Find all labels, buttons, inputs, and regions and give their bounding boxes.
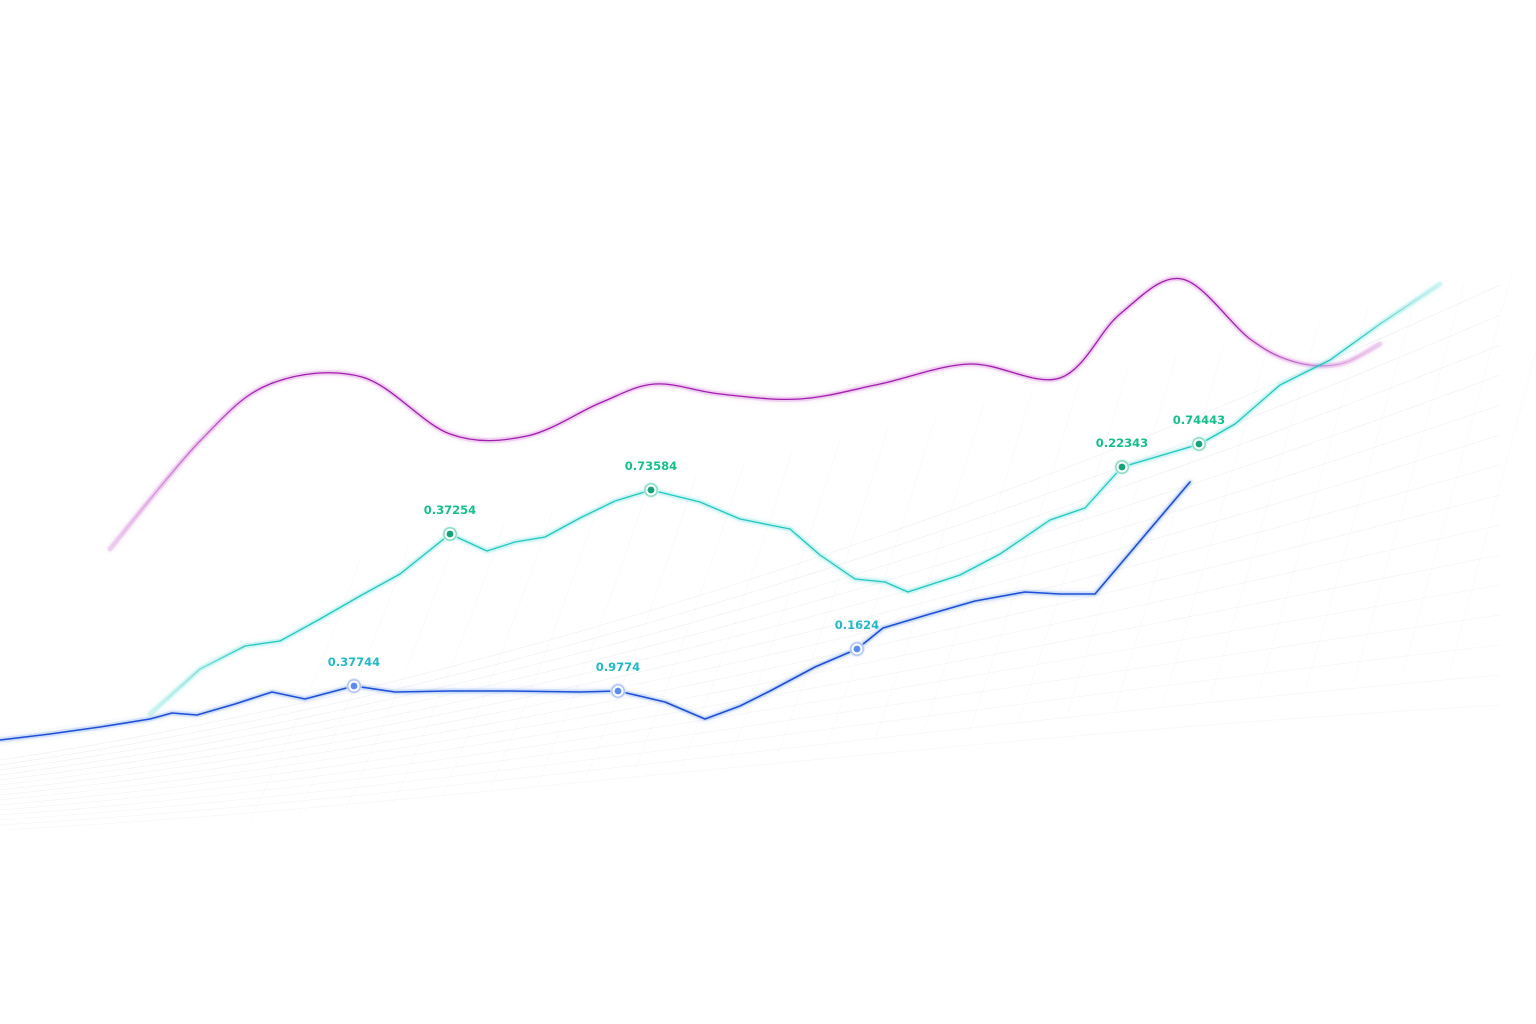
- series-layer: [0, 276, 1443, 743]
- mesh-line: [1209, 319, 1321, 701]
- mesh-line: [1161, 331, 1273, 707]
- blue-data-label: 0.37744: [328, 655, 380, 669]
- blue-data-point[interactable]: [853, 645, 861, 653]
- blue-data-label: 0.1624: [835, 618, 879, 632]
- teal-data-point[interactable]: [1195, 440, 1203, 448]
- mesh-line: [0, 704, 1501, 831]
- mesh-line: [777, 427, 889, 755]
- mesh-line: [0, 494, 1501, 796]
- mesh-line: [0, 374, 1501, 776]
- teal-data-label: 0.22343: [1096, 436, 1148, 450]
- mesh-line: [1353, 283, 1465, 683]
- blue-data-point[interactable]: [350, 682, 358, 690]
- mesh-line: [0, 314, 1501, 766]
- marker-layer: 0.37254 0.73584 0.22343 0.74443 0.37744 0.977…: [328, 413, 1225, 699]
- mesh-line: [1401, 271, 1513, 677]
- mesh-line: [0, 554, 1501, 806]
- mesh-line: [393, 523, 505, 803]
- mesh-line: [1305, 295, 1417, 689]
- mesh-line: [0, 674, 1501, 826]
- mesh-line: [873, 403, 985, 743]
- background-mesh-surface: [0, 271, 1536, 831]
- mesh-line: [249, 559, 361, 821]
- mesh-line: [537, 487, 649, 785]
- blue-data-point[interactable]: [614, 687, 622, 695]
- mesh-line: [1113, 343, 1225, 713]
- teal-data-label: 0.73584: [625, 459, 677, 473]
- magenta-series-line: [109, 277, 1381, 550]
- blue-series-line: [0, 481, 1191, 741]
- mesh-line: [0, 584, 1501, 811]
- mesh-line: [729, 439, 841, 761]
- blue-series-glow: [0, 479, 1193, 743]
- teal-data-point[interactable]: [647, 486, 655, 494]
- mesh-line: [0, 524, 1501, 801]
- mesh-line: [489, 499, 601, 791]
- mesh-line: [0, 404, 1501, 781]
- mesh-line: [0, 284, 1501, 761]
- mesh-line: [0, 614, 1501, 816]
- teal-series-line: [149, 283, 1441, 715]
- blue-data-label: 0.9774: [596, 660, 640, 674]
- teal-data-point[interactable]: [1118, 463, 1126, 471]
- mesh-line: [345, 535, 457, 809]
- mesh-line: [1017, 367, 1129, 725]
- mesh-line: [633, 463, 745, 773]
- mesh-line: [1065, 355, 1177, 719]
- mesh-line: [585, 475, 697, 779]
- mesh-line: [0, 434, 1501, 786]
- mesh-line: [969, 379, 1081, 731]
- teal-series-glow: [147, 281, 1443, 717]
- mesh-line: [0, 344, 1501, 771]
- mesh-line: [0, 644, 1501, 821]
- teal-data-label: 0.74443: [1173, 413, 1225, 427]
- teal-data-point[interactable]: [446, 530, 454, 538]
- mesh-line: [1449, 349, 1536, 671]
- mesh-line: [0, 464, 1501, 791]
- teal-data-label: 0.37254: [424, 503, 476, 517]
- mesh-line: [681, 451, 793, 767]
- mesh-line: [441, 511, 553, 797]
